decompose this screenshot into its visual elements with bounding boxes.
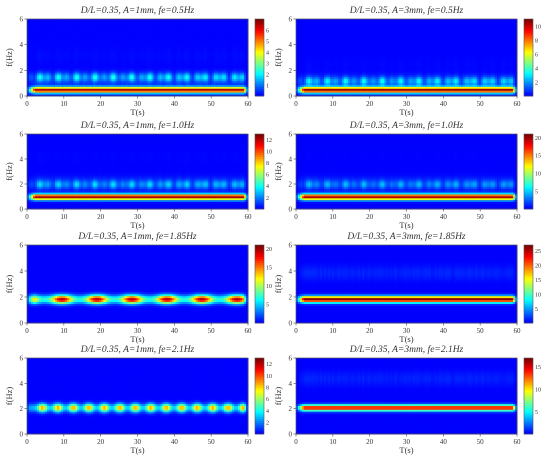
heatmap-cells: [27, 19, 249, 97]
panel-title: D/L=0.35, A=1mm, fe=0.5Hz: [80, 5, 195, 16]
